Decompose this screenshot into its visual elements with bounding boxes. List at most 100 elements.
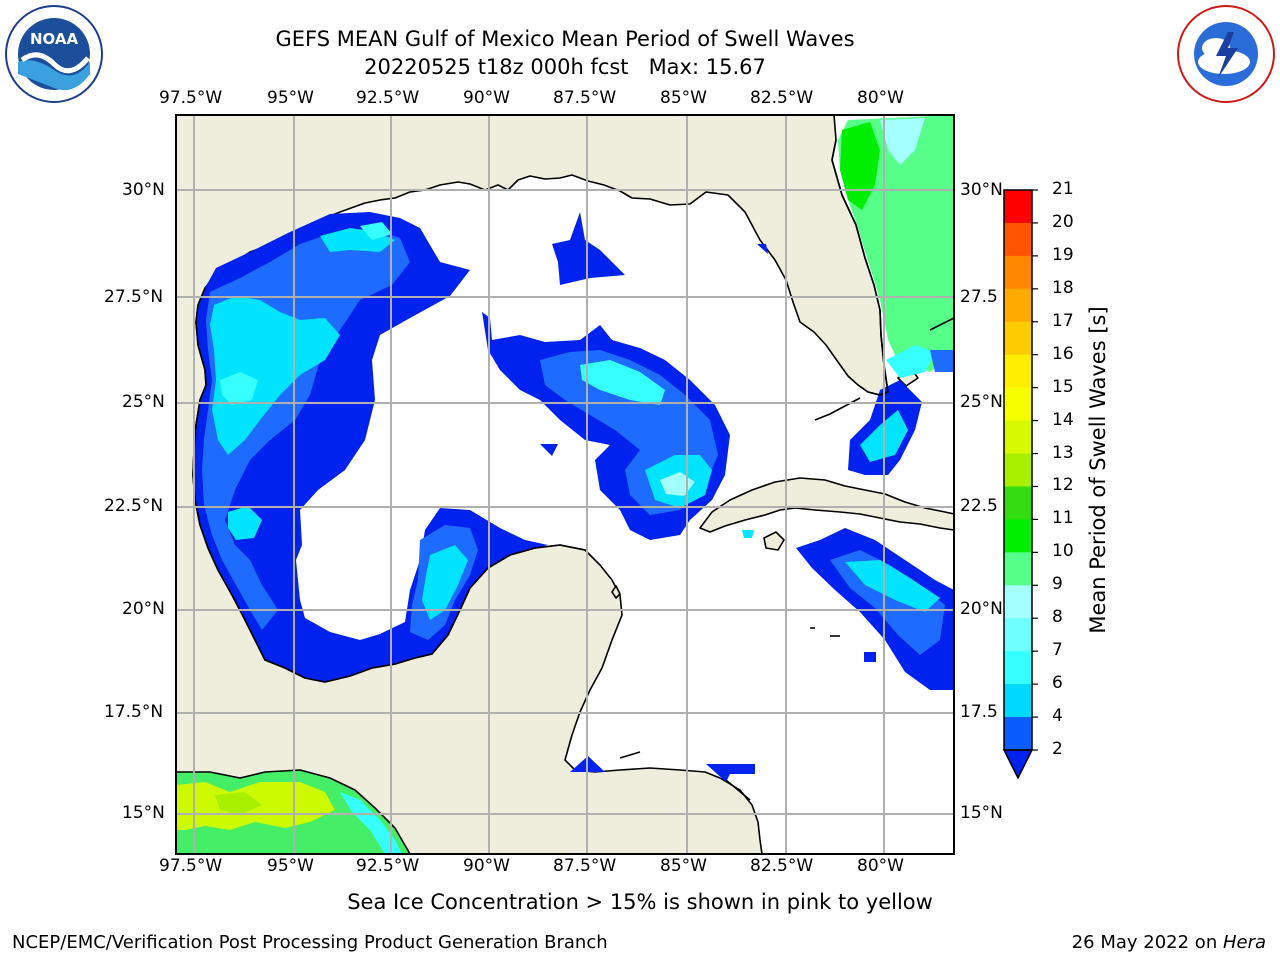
colorbar-segment — [1004, 255, 1032, 290]
lon-label-top: 87.5°W — [553, 88, 617, 108]
lon-label-bottom: 87.5°W — [553, 856, 617, 876]
swell-spot-4 — [360, 222, 392, 240]
footer-date: 26 May 2022 on — [1071, 932, 1223, 953]
lon-label-bottom: 85°W — [660, 856, 707, 876]
footer-right: 26 May 2022 on Hera — [1072, 932, 1266, 953]
lat-label-right: 25°N — [960, 392, 1003, 412]
lon-label-top: 90°W — [463, 88, 510, 108]
lat-label-left: 17.5°N — [104, 702, 164, 722]
colorbar-tick-label: 18 — [1052, 277, 1074, 298]
colorbar-tick-label: 15 — [1052, 376, 1074, 397]
colorbar-tick-label: 16 — [1052, 343, 1074, 364]
colorbar-segment — [1004, 387, 1032, 422]
colorbar-segment — [1004, 651, 1032, 685]
swell-pacific-yellow-2 — [215, 792, 262, 815]
swell-spot-2 — [228, 506, 262, 540]
colorbar-segment — [1004, 354, 1032, 389]
colorbar — [1002, 189, 1038, 780]
lon-label-top: 80°W — [857, 88, 904, 108]
noaa-logo: NOAA — [4, 4, 104, 104]
lon-label-bottom: 92.5°W — [356, 856, 420, 876]
colorbar-segment — [1004, 486, 1032, 520]
nws-logo — [1176, 4, 1276, 104]
colorbar-segment — [1004, 519, 1032, 553]
swell-small-spot-2 — [742, 530, 754, 538]
chart-title: GEFS MEAN Gulf of Mexico Mean Period of … — [275, 27, 855, 51]
colorbar-tick-label: 17 — [1052, 310, 1074, 331]
swell-small-spot — [864, 652, 876, 662]
colorbar-segment — [1004, 321, 1032, 356]
colorbar-tick-label: 21 — [1052, 179, 1074, 199]
chart-subtitle: 20220525 t18z 000h fcst Max: 15.67 — [364, 55, 766, 79]
swell-yucatan-channel-spot — [540, 444, 558, 456]
colorbar-tick-label: 8 — [1052, 607, 1063, 628]
colorbar-tick-label: 12 — [1052, 475, 1074, 496]
lat-label-right: 17.5 — [960, 702, 998, 722]
lat-label-left: 15°N — [122, 803, 165, 823]
colorbar-tick-label: 4 — [1052, 706, 1063, 727]
swell-south-spot-2 — [706, 764, 755, 782]
colorbar-segment — [1004, 585, 1032, 619]
colorbar-extend-arrow — [1002, 749, 1034, 780]
swell-atlantic-dark — [840, 122, 880, 210]
sea-ice-note-wrap: Sea Ice Concentration > 15% is shown in … — [0, 890, 1280, 914]
lat-label-right: 22.5 — [960, 496, 998, 516]
lon-label-top: 97.5°W — [159, 88, 223, 108]
colorbar-tick-label: 19 — [1052, 244, 1074, 265]
lat-label-right: 20°N — [960, 599, 1003, 619]
colorbar-tick-label: 2 — [1052, 739, 1063, 759]
swell-atlantic-light — [880, 118, 925, 165]
lon-label-top: 92.5°W — [356, 88, 420, 108]
lat-label-left: 20°N — [122, 599, 165, 619]
lat-label-left: 25°N — [122, 392, 165, 412]
colorbar-tick-label: 10 — [1052, 541, 1074, 562]
lon-label-top: 95°W — [267, 88, 314, 108]
swell-north-spot — [552, 212, 625, 285]
swell-pacific-coast — [340, 792, 402, 854]
colorbar-tick-label: 20 — [1052, 211, 1074, 232]
lat-label-right: 30°N — [960, 180, 1003, 200]
lat-label-left: 27.5°N — [104, 287, 164, 307]
swell-central-gulf-light — [580, 360, 665, 405]
colorbar-segment — [1004, 684, 1032, 718]
colorbar-segment — [1004, 618, 1032, 652]
lon-label-bottom: 80°W — [857, 856, 904, 876]
colorbar-tick-label: 7 — [1052, 640, 1063, 661]
graticule — [176, 115, 954, 854]
lon-label-bottom: 82.5°W — [750, 856, 814, 876]
sea-ice-note: Sea Ice Concentration > 15% is shown in … — [347, 890, 933, 914]
colorbar-tick-label: 14 — [1052, 409, 1074, 430]
colorbar-tick-label: 11 — [1052, 508, 1074, 529]
lat-label-left: 30°N — [122, 180, 165, 200]
swell-atlantic-light-2 — [886, 345, 935, 378]
lon-label-top: 85°W — [660, 88, 707, 108]
land-isla-juventud — [763, 531, 785, 551]
swell-band-western-gulf-light — [210, 296, 340, 455]
colorbar-label: Mean Period of Swell Waves [s] — [1086, 306, 1110, 634]
lat-label-right: 27.5 — [960, 287, 998, 307]
colorbar-segment — [1004, 222, 1032, 257]
swell-spot-1 — [220, 372, 258, 405]
colorbar-segment — [1004, 190, 1032, 224]
colorbar-tick-label: 6 — [1052, 673, 1063, 694]
colorbar-segment — [1004, 717, 1032, 751]
noaa-logo-text: NOAA — [30, 30, 79, 48]
colorbar-tick-label: 9 — [1052, 574, 1063, 595]
colorbar-segment — [1004, 420, 1032, 455]
lat-label-right: 15°N — [960, 803, 1003, 823]
lat-label-left: 22.5°N — [104, 496, 164, 516]
colorbar-tick-label: 13 — [1052, 442, 1074, 463]
map-frame — [175, 114, 955, 855]
swell-campeche-light — [422, 545, 468, 620]
footer-left: NCEP/EMC/Verification Post Processing Pr… — [12, 932, 608, 953]
colorbar-segment — [1004, 288, 1032, 323]
colorbar-segment — [1004, 552, 1032, 586]
colorbar-segment — [1004, 453, 1032, 487]
footer-machine: Hera — [1222, 932, 1266, 953]
lon-label-bottom: 95°W — [267, 856, 314, 876]
swell-caribbean-light — [845, 560, 940, 612]
lon-label-bottom: 97.5°W — [159, 856, 223, 876]
swell-north-spot-2 — [757, 244, 768, 254]
land-cuba — [699, 477, 954, 533]
